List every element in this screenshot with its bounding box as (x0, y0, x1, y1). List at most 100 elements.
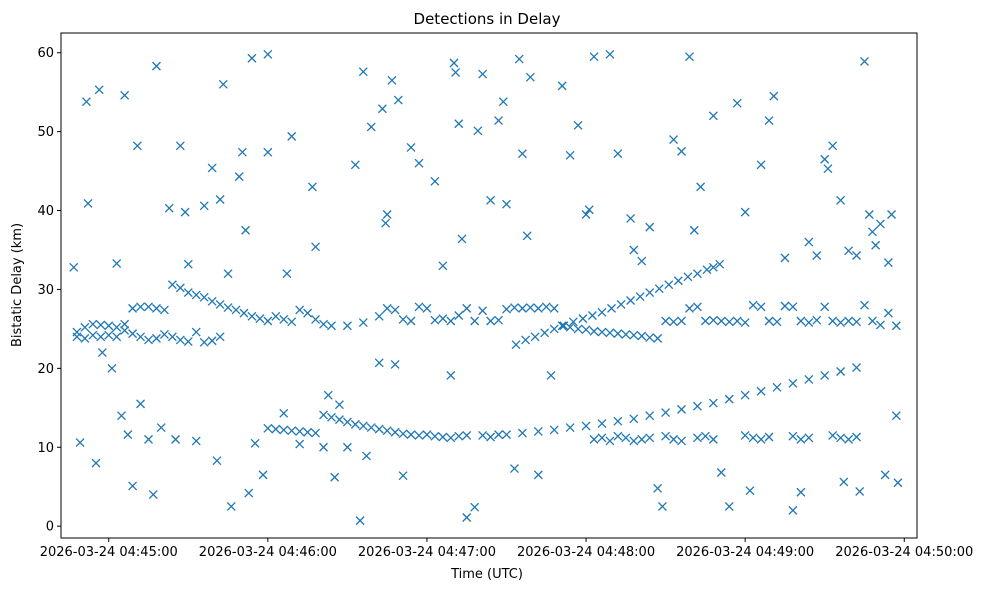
data-point-marker (279, 408, 289, 418)
data-point-marker (215, 299, 225, 309)
data-point-marker (457, 234, 467, 244)
data-point-marker (494, 116, 504, 126)
data-point-marker (589, 434, 599, 444)
data-point-marker (430, 431, 440, 441)
data-point-marker (486, 316, 496, 326)
data-point-marker (494, 315, 504, 325)
data-point-marker (549, 303, 559, 313)
data-point-marker (578, 314, 588, 324)
data-point-marker (287, 317, 297, 327)
data-point-marker (708, 398, 718, 408)
data-point-marker (788, 431, 798, 441)
data-point-marker (279, 314, 289, 324)
data-point-marker (282, 269, 292, 279)
data-point-marker (128, 303, 138, 313)
data-point-marker (382, 210, 392, 219)
data-point-marker (494, 430, 504, 440)
data-point-marker (740, 390, 750, 400)
data-point-marker (446, 433, 456, 443)
x-tick-label: 2026-03-24 04:48:00 (517, 545, 655, 560)
data-point-marker (191, 327, 201, 337)
data-point-marker (852, 363, 861, 373)
data-point-marker (263, 316, 273, 326)
data-point-marker (96, 320, 106, 330)
data-point-marker (144, 302, 153, 312)
data-point-marker (597, 419, 607, 429)
data-point-marker (355, 516, 365, 526)
data-point-marker (128, 481, 138, 491)
data-point-marker (117, 411, 126, 421)
x-tick-label: 2026-03-24 04:45:00 (40, 545, 178, 560)
data-point-marker (152, 303, 161, 313)
data-point-marker (430, 176, 440, 186)
data-point-marker (446, 316, 456, 326)
data-point-marker (358, 318, 368, 328)
data-point-marker (311, 428, 321, 438)
data-point-marker (80, 333, 90, 343)
data-point-marker (156, 423, 166, 432)
data-point-marker (764, 316, 774, 326)
data-point-marker (629, 330, 639, 340)
data-point-marker (148, 490, 158, 500)
data-point-marker (334, 400, 344, 410)
data-point-marker (509, 464, 519, 474)
data-point-marker (136, 332, 146, 342)
data-point-marker (893, 478, 903, 488)
data-point-marker (521, 335, 531, 345)
data-point-marker (716, 468, 726, 477)
data-point-marker (136, 399, 146, 409)
data-point-marker (661, 316, 671, 326)
data-point-marker (175, 335, 185, 345)
data-point-marker (820, 302, 830, 312)
data-point-marker (473, 126, 483, 136)
data-point-marker (414, 302, 424, 312)
data-point-marker (653, 333, 663, 343)
data-point-marker (708, 434, 718, 444)
data-point-marker (724, 394, 734, 404)
data-point-marker (406, 316, 416, 326)
data-point-marker (97, 348, 107, 358)
data-point-marker (844, 434, 854, 444)
data-point-marker (295, 427, 305, 436)
data-point-marker (218, 79, 228, 89)
data-point-marker (637, 434, 647, 444)
data-point-marker (263, 49, 273, 59)
data-point-marker (271, 311, 281, 321)
data-point-marker (486, 432, 496, 442)
data-point-marker (327, 412, 336, 422)
data-point-marker (183, 259, 193, 269)
data-point-marker (828, 430, 838, 440)
data-point-marker (629, 245, 639, 255)
data-point-marker (462, 303, 472, 313)
data-point-marker (164, 203, 174, 213)
data-point-marker (107, 363, 117, 373)
data-point-marker (414, 430, 424, 440)
data-point-marker (645, 222, 655, 232)
data-point-marker (669, 434, 679, 444)
data-point-marker (191, 290, 201, 300)
data-point-marker (422, 303, 432, 313)
data-point-marker (692, 433, 702, 443)
data-point-marker (207, 336, 217, 346)
data-point-marker (626, 296, 636, 305)
data-point-marker (836, 318, 846, 328)
data-point-marker (804, 374, 814, 384)
data-point-marker (669, 317, 679, 327)
data-point-marker (462, 430, 472, 440)
data-point-marker (393, 95, 403, 105)
data-point-marker (613, 431, 623, 441)
data-point-marker (241, 225, 251, 235)
data-point-marker (891, 411, 901, 421)
data-point-marker (875, 219, 885, 229)
data-point-marker (820, 370, 830, 380)
data-point-marker (231, 305, 241, 315)
data-point-marker (350, 419, 360, 429)
data-point-marker (677, 316, 686, 326)
data-point-marker (880, 470, 890, 480)
data-point-marker (96, 332, 106, 342)
data-point-marker (645, 333, 655, 343)
x-tick-label: 2026-03-24 04:49:00 (676, 545, 814, 560)
data-point-marker (637, 331, 647, 341)
data-point-marker (191, 436, 201, 446)
